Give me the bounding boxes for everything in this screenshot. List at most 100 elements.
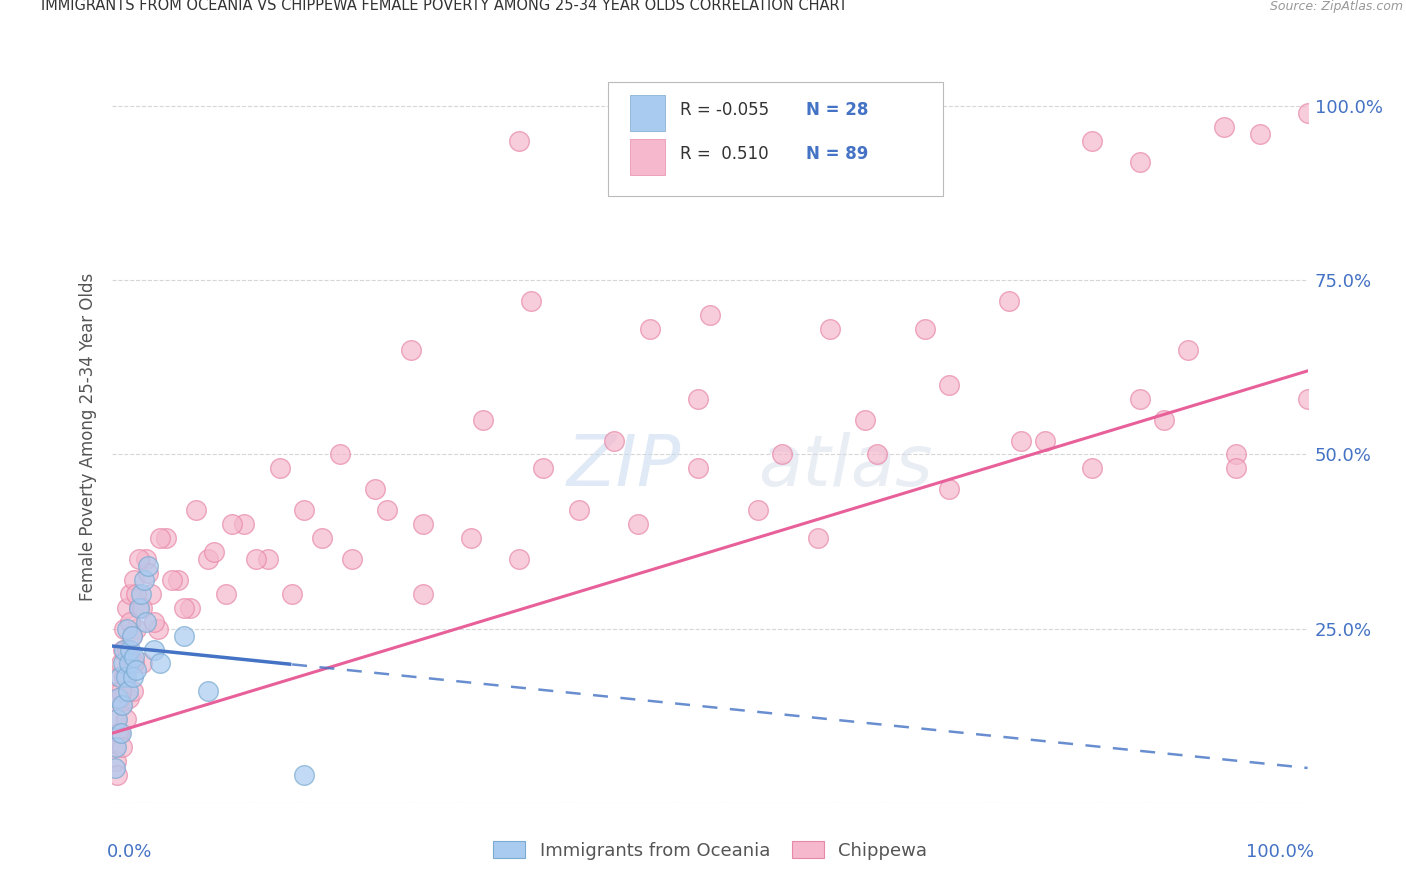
FancyBboxPatch shape <box>630 139 665 175</box>
Text: R = -0.055: R = -0.055 <box>681 101 769 120</box>
Point <box>155 531 177 545</box>
Point <box>105 768 128 782</box>
Point <box>125 622 148 636</box>
Point <box>1081 134 1104 148</box>
Point <box>1010 434 1032 448</box>
Point <box>128 600 150 615</box>
Point <box>122 649 145 664</box>
Point <box>1033 434 1056 448</box>
Point <box>108 691 131 706</box>
Point <box>118 657 141 671</box>
Point <box>1225 448 1247 462</box>
Point <box>1249 127 1271 141</box>
Point <box>122 657 145 671</box>
Point <box>107 726 129 740</box>
Point <box>138 566 160 580</box>
Point <box>162 573 183 587</box>
Point <box>807 531 830 545</box>
Point <box>125 664 148 678</box>
Point <box>138 558 160 573</box>
Point <box>111 740 134 755</box>
Point <box>292 503 315 517</box>
Text: N = 28: N = 28 <box>806 101 868 120</box>
Point <box>818 322 841 336</box>
Point <box>173 600 195 615</box>
Point <box>139 587 162 601</box>
Text: R =  0.510: R = 0.510 <box>681 145 769 163</box>
Point <box>115 600 138 615</box>
Point <box>221 517 243 532</box>
Text: atlas: atlas <box>758 432 932 500</box>
Point <box>281 587 304 601</box>
Point <box>121 629 143 643</box>
Point <box>146 622 169 636</box>
Point <box>688 461 710 475</box>
Point <box>1225 461 1247 475</box>
Point <box>173 629 195 643</box>
Text: 0.0%: 0.0% <box>107 843 152 861</box>
Point <box>120 615 142 629</box>
Text: 100.0%: 100.0% <box>1246 843 1313 861</box>
Point <box>1129 155 1152 169</box>
Point <box>186 503 208 517</box>
Point <box>117 684 139 698</box>
FancyBboxPatch shape <box>630 95 665 131</box>
Point <box>110 726 132 740</box>
Point <box>115 642 138 657</box>
Point <box>842 113 865 128</box>
Point <box>104 740 127 755</box>
Point <box>112 657 135 671</box>
Point <box>114 670 136 684</box>
Point <box>675 134 697 148</box>
Point <box>114 670 136 684</box>
Point <box>114 642 135 657</box>
Point <box>149 531 172 545</box>
Point <box>104 761 127 775</box>
Point <box>747 503 769 517</box>
Point <box>914 322 936 336</box>
Point <box>215 587 238 601</box>
Point <box>938 483 960 497</box>
Point <box>115 622 138 636</box>
Point <box>121 629 143 643</box>
Point <box>531 461 554 475</box>
Point <box>167 573 190 587</box>
Point <box>472 412 495 426</box>
Legend: Immigrants from Oceania, Chippewa: Immigrants from Oceania, Chippewa <box>485 834 935 867</box>
Point <box>1177 343 1199 357</box>
Point <box>640 322 662 336</box>
Point <box>118 691 141 706</box>
Point <box>105 712 128 726</box>
Point <box>520 294 543 309</box>
Point <box>699 308 721 322</box>
Point <box>508 134 530 148</box>
Point <box>128 552 150 566</box>
Point <box>245 552 267 566</box>
Point <box>364 483 387 497</box>
Point <box>114 622 135 636</box>
Point <box>149 657 172 671</box>
Point <box>107 670 129 684</box>
Point <box>197 552 219 566</box>
Point <box>508 552 530 566</box>
Point <box>143 642 166 657</box>
Point <box>128 600 150 615</box>
Point <box>105 712 128 726</box>
Point <box>143 615 166 629</box>
Point <box>108 670 131 684</box>
Point <box>1129 392 1152 406</box>
Point <box>120 587 142 601</box>
Point <box>233 517 256 532</box>
Point <box>269 461 291 475</box>
Point <box>105 754 128 768</box>
Point <box>855 412 877 426</box>
FancyBboxPatch shape <box>609 82 943 195</box>
Point <box>292 768 315 782</box>
Text: N = 89: N = 89 <box>806 145 868 163</box>
Point <box>105 691 128 706</box>
Text: IMMIGRANTS FROM OCEANIA VS CHIPPEWA FEMALE POVERTY AMONG 25-34 YEAR OLDS CORRELA: IMMIGRANTS FROM OCEANIA VS CHIPPEWA FEMA… <box>41 0 848 12</box>
Point <box>1213 120 1236 134</box>
Point <box>121 670 143 684</box>
Point <box>1296 106 1319 120</box>
Point <box>105 740 128 755</box>
